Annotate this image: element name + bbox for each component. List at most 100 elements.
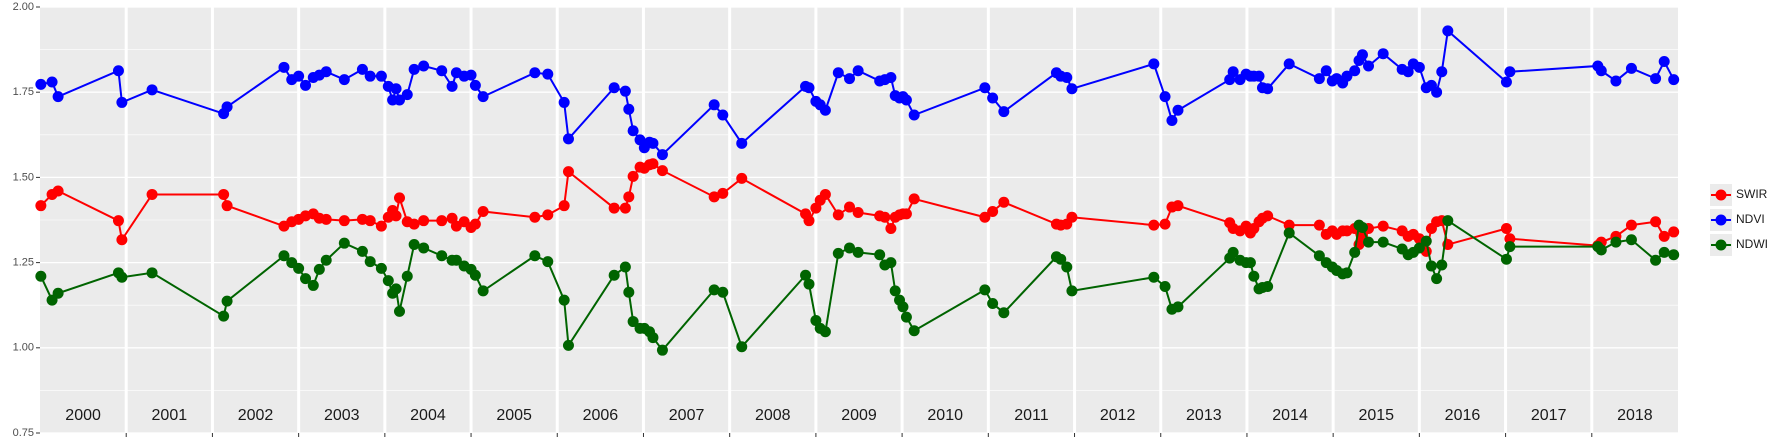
data-point [146,84,158,96]
data-point [313,263,325,275]
data-point [390,83,402,95]
data-point [1341,267,1353,279]
data-point [608,82,620,94]
y-tick-label: 1.25 [13,257,34,269]
data-point [529,67,541,79]
data-point [408,218,420,230]
data-point [1658,246,1670,258]
data-point [1402,66,1414,78]
data-point [52,185,64,197]
data-point [112,215,124,227]
data-point [1442,25,1454,37]
data-point [1262,280,1274,292]
data-point [1500,223,1512,235]
data-point [146,267,158,279]
year-label: 2017 [1531,407,1567,424]
data-point [1431,273,1443,285]
data-point [844,201,856,213]
data-point [1349,65,1361,77]
year-label: 2005 [496,407,532,424]
data-point [1227,66,1239,78]
legend-key-point [1715,239,1727,251]
data-point [542,68,554,80]
data-point [987,92,999,104]
data-point [1166,114,1178,126]
data-point [885,257,897,269]
data-point [998,196,1010,208]
data-point [717,286,729,298]
legend-label: SWIR [1736,187,1768,201]
data-point [623,103,635,115]
data-point [1504,233,1516,245]
data-point [469,79,481,91]
data-point [1595,244,1607,256]
data-point [1625,62,1637,74]
data-point [300,273,312,285]
data-point [656,344,668,356]
marks [35,25,1680,356]
data-point [393,305,405,317]
data-point [803,278,815,290]
data-point [608,202,620,214]
data-point [908,109,920,121]
data-point [293,262,305,274]
year-label: 2009 [841,407,877,424]
data-point [320,254,332,266]
data-point [1313,250,1325,262]
data-point [529,211,541,223]
data-point [35,200,47,212]
data-point [418,60,430,72]
data-point [623,191,635,203]
data-point [393,94,405,106]
data-point [221,101,233,113]
data-point [401,270,413,282]
legend-key-point [1715,189,1727,201]
data-point [1055,253,1067,265]
data-point [998,106,1010,118]
data-point [293,70,305,82]
data-point [1066,83,1078,95]
data-point [844,73,856,85]
data-point [562,339,574,351]
data-point [736,137,748,149]
data-point [647,137,659,149]
data-point [708,284,720,296]
data-point [320,66,332,78]
data-point [800,269,812,281]
data-point [542,209,554,221]
data-point [998,307,1010,319]
data-point [1377,236,1389,248]
data-point [1413,61,1425,73]
data-point [803,82,815,94]
y-tick-label: 2.00 [13,1,34,13]
data-point [1658,230,1670,242]
data-point [112,65,124,77]
data-point [1148,58,1160,70]
data-point [116,96,128,108]
data-point [218,188,230,200]
data-point [1227,246,1239,258]
y-tick-label: 1.75 [13,86,34,98]
data-point [1425,260,1437,272]
data-point [1650,73,1662,85]
data-point [900,94,912,106]
data-point [1363,236,1375,248]
y-tick-label: 1.50 [13,171,34,183]
data-point [116,234,128,246]
data-point [832,247,844,259]
data-point [979,82,991,94]
data-point [338,215,350,227]
y-tick-label: 0.75 [13,427,34,439]
data-point [364,70,376,82]
data-point [987,297,999,309]
data-point [278,250,290,262]
data-point [52,91,64,103]
data-point [832,67,844,79]
data-point [979,284,991,296]
data-point [278,61,290,73]
data-point [1356,49,1368,61]
data-point [364,215,376,227]
data-point [562,133,574,145]
data-point [1504,241,1516,253]
data-point [1283,219,1295,231]
